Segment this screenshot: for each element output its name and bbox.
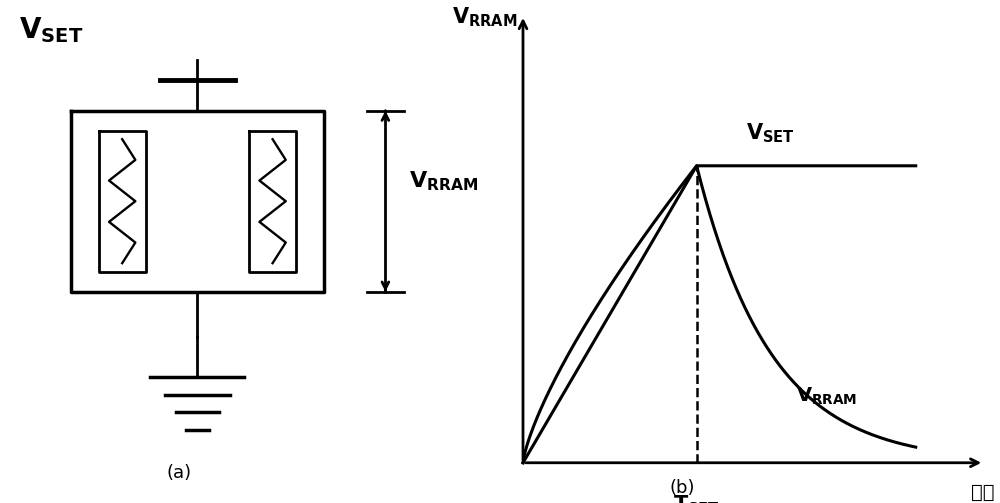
Text: (b): (b) — [669, 479, 695, 497]
Text: $\mathbf{V}_{\mathbf{SET}}$: $\mathbf{V}_{\mathbf{SET}}$ — [746, 121, 795, 144]
Text: $\mathbf{V}_{\mathbf{RRAM}}$: $\mathbf{V}_{\mathbf{RRAM}}$ — [796, 385, 857, 406]
Text: 时间: 时间 — [971, 483, 995, 502]
Text: $\mathbf{T}_{\mathbf{SET}}$: $\mathbf{T}_{\mathbf{SET}}$ — [673, 493, 720, 503]
Text: $\mathbf{V}_{\mathbf{RRAM}}$: $\mathbf{V}_{\mathbf{RRAM}}$ — [452, 5, 518, 29]
Text: $\mathbf{V}_{\mathbf{RRAM}}$: $\mathbf{V}_{\mathbf{RRAM}}$ — [409, 170, 478, 193]
Text: $\mathbf{V}_{\mathbf{SET}}$: $\mathbf{V}_{\mathbf{SET}}$ — [19, 15, 83, 45]
Text: (a): (a) — [166, 464, 191, 482]
